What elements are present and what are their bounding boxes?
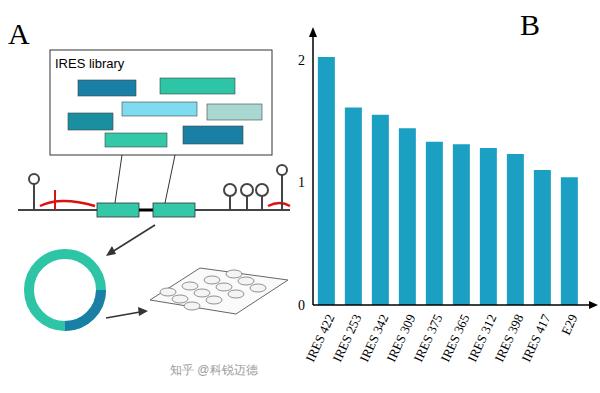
svg-text:IRES 342: IRES 342 (356, 311, 392, 365)
svg-text:1: 1 (298, 175, 305, 190)
svg-text:2: 2 (298, 53, 305, 68)
svg-text:IRES 365: IRES 365 (437, 311, 473, 365)
svg-text:IRES 375: IRES 375 (410, 311, 446, 365)
svg-text:IRES 398: IRES 398 (491, 311, 527, 365)
svg-text:IRES 422: IRES 422 (302, 311, 338, 365)
svg-text:A: A (8, 17, 30, 50)
svg-text:IRES 417: IRES 417 (518, 311, 553, 364)
svg-text:IRES library: IRES library (55, 56, 125, 71)
svg-text:IRES 253: IRES 253 (329, 311, 365, 365)
html-text:知乎 @科锐迈德: 知乎 @科锐迈德 (170, 363, 258, 377)
svg-text:IRES 309: IRES 309 (383, 311, 419, 365)
html-text:B: B (520, 8, 540, 41)
svg-text:IRES 312: IRES 312 (464, 311, 500, 365)
svg-text:0: 0 (298, 298, 305, 313)
svg-text:E29: E29 (558, 312, 580, 337)
